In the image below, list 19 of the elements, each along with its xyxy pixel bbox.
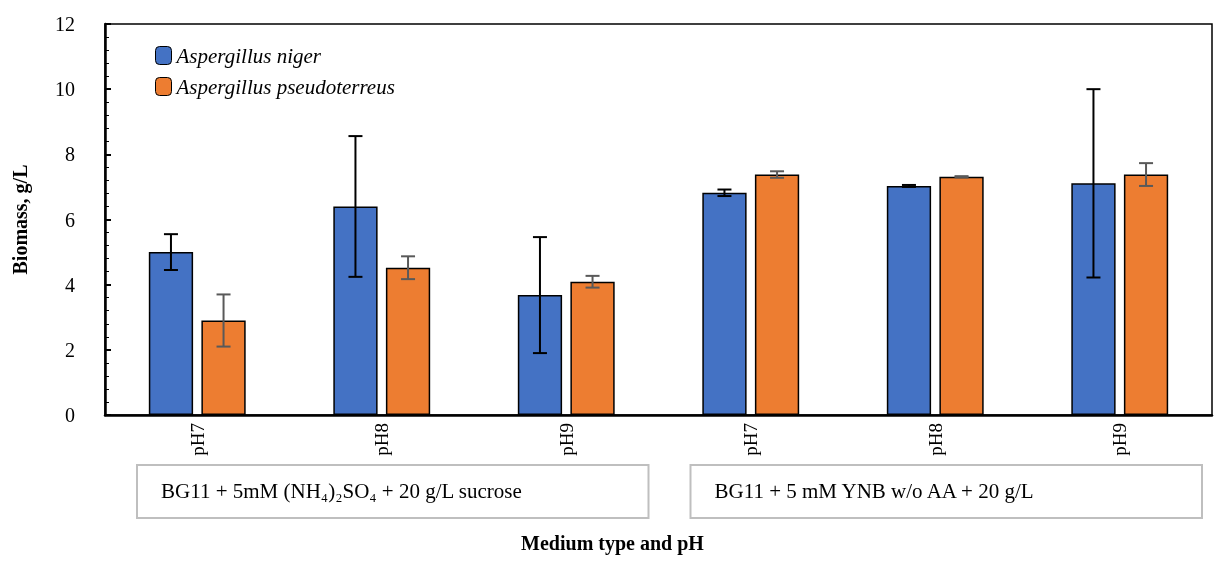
y-tick-label: 8 [65,143,75,166]
x-tick-label: pH8 [371,423,393,456]
x-tick-label: pH9 [555,423,577,456]
y-axis-title: Biomass, g/L [9,164,32,275]
x-tick-label: pH7 [740,423,762,456]
y-tick-label: 4 [65,273,75,296]
x-tick-label: pH8 [924,423,946,456]
text: BG11 + 5 mM YNB w/o AA + 20 g/L [714,479,1034,503]
y-tick-label: 2 [65,338,75,361]
y-tick-label: 0 [65,404,75,426]
x-tick-label: pH7 [186,423,208,456]
y-tick-label: 10 [55,78,75,101]
x-axis-title: Medium type and pH [521,532,705,555]
y-tick-label: 12 [55,13,75,35]
x-tick-label: pH9 [1109,423,1131,456]
legend-label: Aspergillus niger [174,43,322,68]
y-tick-label: 6 [65,208,75,231]
text: BG11 + 5mM (NH₄)₂SO₄ + 20 g/L sucrose [161,479,522,503]
legend-label: Aspergillus pseudoterreus [174,74,395,99]
